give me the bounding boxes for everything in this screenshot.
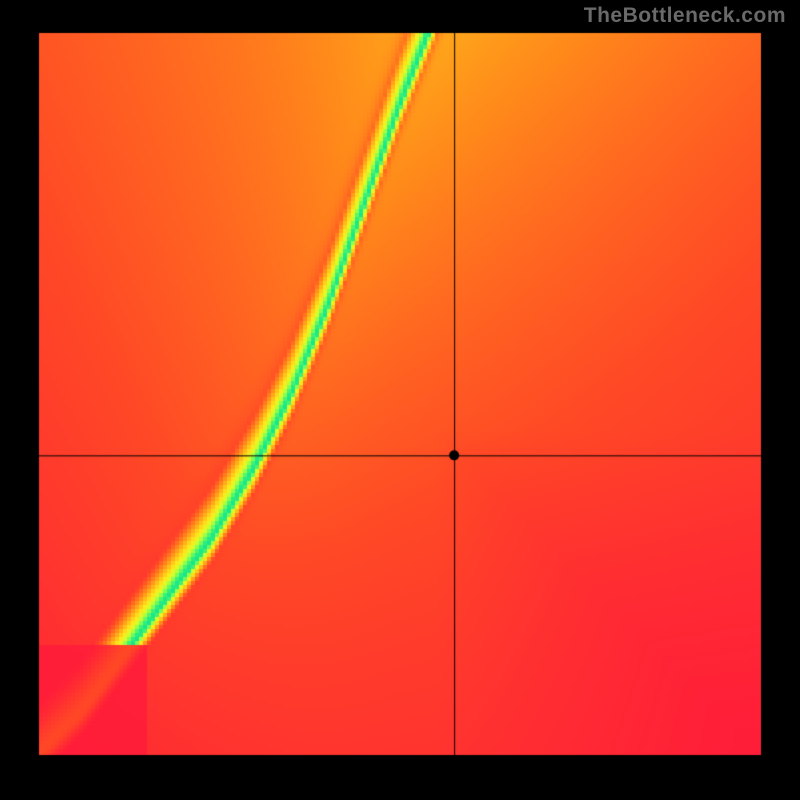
watermark-label: TheBottleneck.com — [584, 4, 786, 28]
heatmap-canvas — [0, 0, 800, 800]
chart-container: TheBottleneck.com — [0, 0, 800, 800]
